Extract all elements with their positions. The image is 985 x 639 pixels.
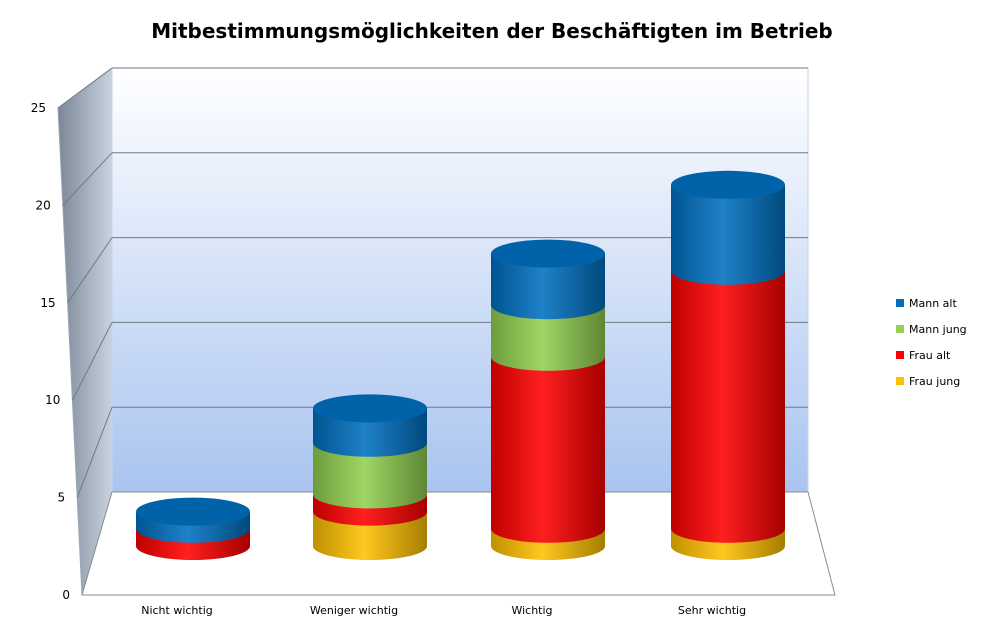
y-tick-label: 5 (58, 491, 66, 505)
legend-swatch (896, 299, 904, 307)
legend-item: Mann jung (896, 323, 967, 336)
legend-swatch (896, 325, 904, 333)
legend-item: Frau alt (896, 349, 951, 362)
bar-top (136, 497, 250, 526)
x-tick-label: Nicht wichtig (141, 604, 213, 617)
chart-title: Mitbestimmungsmöglichkeiten der Beschäft… (151, 19, 833, 43)
gridline-side (57, 67, 113, 109)
bar-stack (136, 497, 250, 560)
x-tick-label: Wichtig (511, 604, 552, 617)
gridline-side (71, 322, 113, 401)
legend-swatch (896, 351, 904, 359)
bar-segment (671, 184, 785, 285)
legend-label: Mann jung (909, 323, 967, 336)
legend-label: Mann alt (909, 297, 957, 310)
gridline-side (67, 237, 113, 304)
legend: Mann alt Mann jung Frau alt Frau jung (896, 297, 967, 388)
y-tick-label: 0 (62, 588, 70, 602)
bar-stack (313, 394, 427, 560)
x-axis-ticks: Nicht wichtig Weniger wichtig Wichtig Sehr … (141, 604, 746, 617)
bar-segment (491, 305, 605, 371)
legend-label: Frau jung (909, 375, 960, 388)
gridline-side (62, 152, 113, 206)
y-tick-label: 10 (45, 393, 60, 407)
gridline-side (76, 407, 113, 498)
bars (136, 170, 785, 560)
y-tick-label: 20 (36, 198, 51, 212)
bar-stack (491, 239, 605, 560)
x-tick-label: Sehr wichtig (678, 604, 746, 617)
bar-segment (671, 270, 785, 543)
bar-segment (313, 442, 427, 509)
bar-stack (671, 170, 785, 560)
legend-item: Mann alt (896, 297, 957, 310)
legend-label: Frau alt (909, 349, 951, 362)
bar-top (671, 170, 785, 199)
bar-segment (491, 356, 605, 543)
legend-item: Frau jung (896, 375, 960, 388)
side-wall (57, 67, 113, 596)
bar-top (313, 394, 427, 423)
legend-swatch (896, 377, 904, 385)
y-axis-ticks: 0 5 10 15 20 25 (31, 101, 70, 602)
bar-segment (491, 253, 605, 320)
x-tick-label: Weniger wichtig (310, 604, 398, 617)
y-tick-label: 25 (31, 101, 46, 115)
bar-top (491, 239, 605, 268)
y-tick-label: 15 (40, 296, 55, 310)
